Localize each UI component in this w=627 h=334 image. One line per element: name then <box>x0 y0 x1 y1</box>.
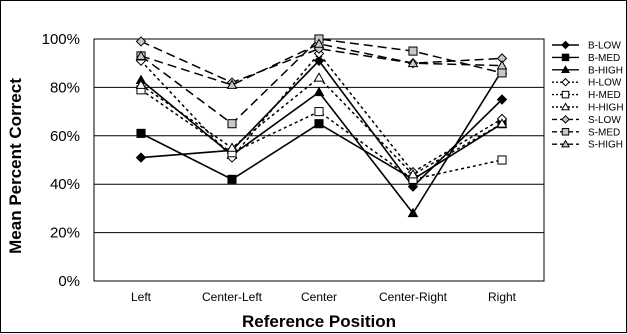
legend-entry: H-HIGH <box>552 102 624 114</box>
data-point <box>407 181 419 192</box>
legend-entry: S-MED <box>552 127 620 138</box>
series-h-high <box>135 72 508 179</box>
legend-label: B-MED <box>588 53 620 64</box>
data-point <box>226 142 238 152</box>
data-point <box>496 60 508 70</box>
data-point <box>497 68 507 78</box>
data-point <box>314 119 324 129</box>
data-point <box>227 174 237 184</box>
legend-marker <box>561 128 570 136</box>
legend-marker <box>561 65 570 73</box>
legend-label: S-HIGH <box>588 140 623 151</box>
series-s-high <box>135 38 508 89</box>
legend-entry: B-HIGH <box>552 65 623 76</box>
legend-entry: S-LOW <box>552 115 621 126</box>
y-tick-label: 0% <box>58 273 80 290</box>
series-layer <box>135 34 508 218</box>
x-tick-label: Right <box>488 290 517 304</box>
legend-entry: H-MED <box>552 90 621 101</box>
data-point <box>408 46 418 56</box>
x-axis-title: Reference Position <box>242 312 396 331</box>
data-point <box>314 107 324 117</box>
data-point <box>407 57 419 68</box>
series-b-high <box>135 64 508 218</box>
data-point <box>136 128 146 138</box>
data-point <box>496 94 508 105</box>
series-line <box>140 43 503 86</box>
x-tick-label: Center-Left <box>202 290 263 304</box>
data-point <box>407 169 419 179</box>
y-tick-label: 80% <box>50 79 80 96</box>
label-layer: 0% 20% 40% 60% 80% 100% Left Center-Left Center C… <box>42 31 517 304</box>
data-point <box>313 38 325 48</box>
legend-entry: B-MED <box>552 53 620 64</box>
y-tick-label: 100% <box>42 31 80 48</box>
legend-marker <box>561 115 570 124</box>
data-point <box>227 119 237 129</box>
data-point <box>135 50 147 60</box>
data-point <box>407 207 419 218</box>
legend-label: B-HIGH <box>588 65 623 76</box>
data-point <box>313 72 325 82</box>
legend-label: H-MED <box>588 90 621 101</box>
data-point <box>313 86 325 97</box>
legend-marker <box>561 77 570 87</box>
data-point <box>135 36 147 47</box>
legend-entry: H-LOW <box>552 78 622 89</box>
series-line <box>140 89 503 181</box>
x-tick-label: Center <box>301 290 337 304</box>
y-tick-label: 40% <box>50 176 80 193</box>
legend-marker <box>561 102 570 111</box>
legend-marker <box>561 90 570 99</box>
legend-marker <box>561 139 570 148</box>
y-tick-label: 60% <box>50 128 80 145</box>
data-point <box>135 79 147 89</box>
data-point <box>497 155 507 165</box>
legend-label: H-LOW <box>588 78 622 89</box>
data-point <box>496 118 508 128</box>
legend-entry: B-LOW <box>552 41 621 52</box>
legend-entry: S-HIGH <box>552 139 623 151</box>
x-tick-label: Left <box>131 290 152 304</box>
legend-label: B-LOW <box>588 41 621 52</box>
series-h-med <box>136 85 507 184</box>
data-point <box>226 79 238 89</box>
y-tick-label: 20% <box>50 225 80 242</box>
series-line <box>140 38 503 125</box>
y-axis-title: Mean Percent Correct <box>6 78 25 254</box>
x-tick-label: Center-Right <box>379 290 448 304</box>
data-point <box>313 55 325 66</box>
legend-label: S-MED <box>588 127 620 138</box>
legend-label: S-LOW <box>588 115 621 126</box>
data-point <box>135 152 147 163</box>
legend-marker <box>561 40 570 50</box>
legend-label: H-HIGH <box>588 103 624 114</box>
legend-marker <box>561 53 570 62</box>
